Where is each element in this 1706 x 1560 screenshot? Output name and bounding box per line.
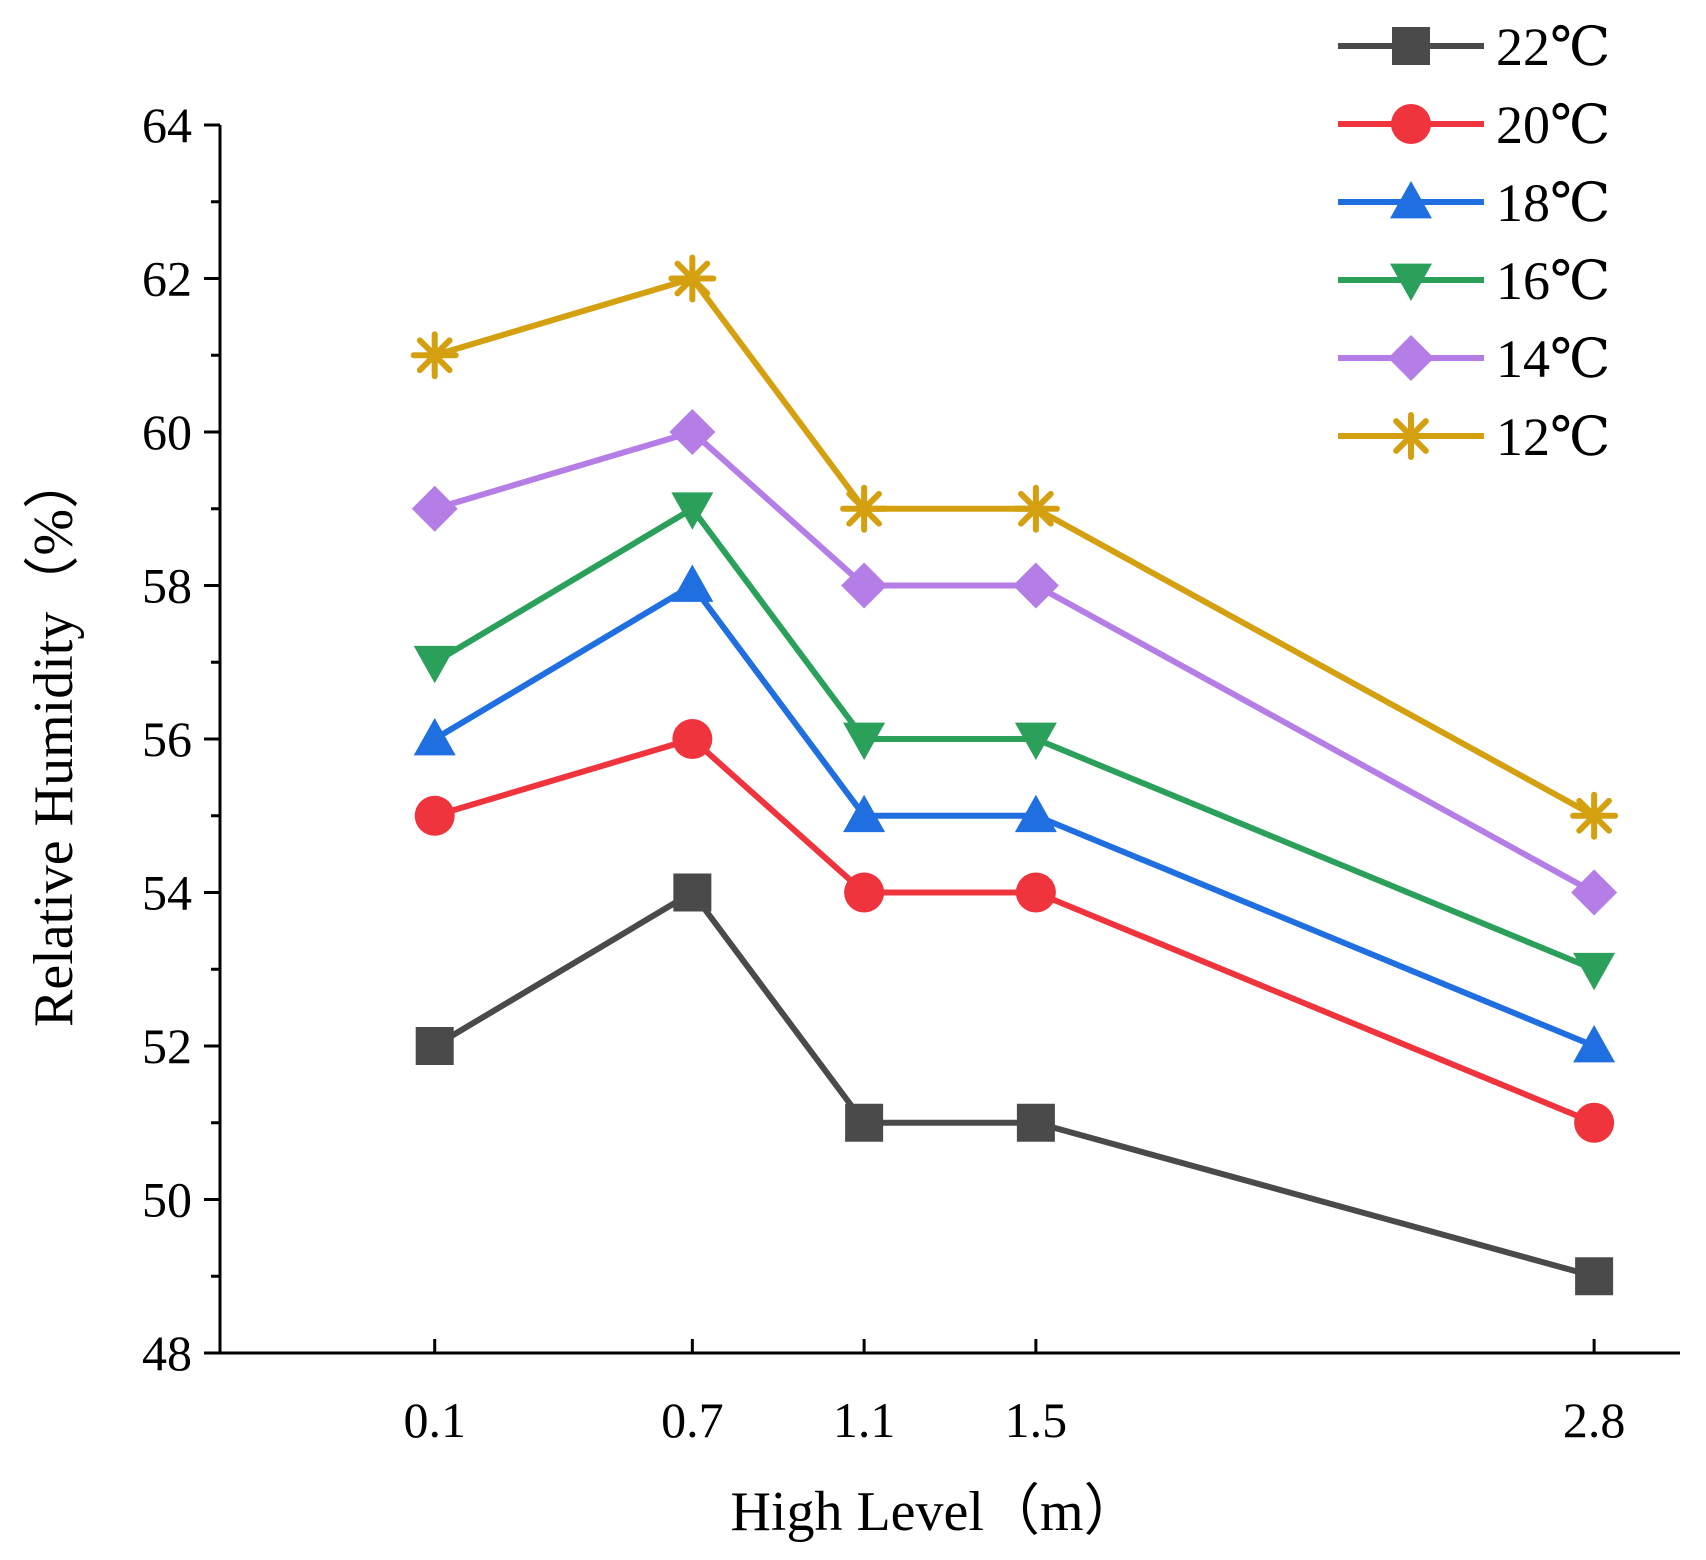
y-tick-label: 58 [142,558,192,614]
x-tick-label: 0.1 [403,1392,466,1448]
y-tick-label: 54 [142,865,192,921]
legend-label: 18℃ [1496,173,1610,233]
legend: 22℃ 20℃ 18℃ 16℃ 14℃ 12℃ [1338,17,1610,467]
data-point [843,794,886,833]
data-point [843,722,886,760]
x-tick-label: 1.1 [833,1392,896,1448]
y-ticks: 48 50 52 54 56 58 60 62 64 [142,97,220,1381]
data-point [1571,869,1618,916]
legend-item: 14℃ [1338,329,1610,389]
x-ticks: 0.1 0.7 1.1 1.5 2.8 [403,1339,1625,1448]
series-line [433,889,1595,1280]
x-tick-label: 1.5 [1005,1392,1068,1448]
data-point [669,409,716,455]
data-point [1016,1103,1055,1142]
data-point [841,562,888,609]
x-tick-label: 0.7 [661,1392,724,1448]
data-point [1570,791,1619,840]
data-point [413,645,456,684]
data-point [413,718,456,756]
x-tick-label: 2.8 [1563,1392,1626,1448]
series-4 [411,409,1618,916]
y-tick-label: 52 [142,1018,192,1074]
legend-label: 16℃ [1496,251,1610,311]
data-point [1015,872,1056,913]
legend-label: 22℃ [1496,17,1610,77]
data-point [672,719,713,759]
data-point [415,1027,454,1065]
legend-marker [1391,104,1431,144]
legend-label: 14℃ [1496,329,1610,389]
legend-item: 16℃ [1338,251,1610,311]
data-point [1573,1025,1616,1063]
x-axis-title: High Level（m） [730,1481,1139,1543]
data-point [840,484,889,533]
legend-item: 12℃ [1338,407,1610,467]
y-tick-label: 48 [142,1325,192,1381]
data-point [668,254,717,303]
data-point [1012,562,1059,609]
data-point [671,492,714,530]
data-point [414,795,455,836]
data-point [671,564,714,602]
data-point [1574,1102,1615,1143]
legend-marker [1387,412,1435,460]
series-1 [414,719,1615,1143]
legend-marker [1388,335,1434,381]
y-tick-label: 64 [142,97,192,153]
data-point [1575,1257,1614,1296]
series-0 [415,873,1614,1296]
data-point [1014,722,1057,760]
legend-marker [1392,27,1430,65]
series-line [433,505,1596,973]
legend-item: 18℃ [1338,173,1610,233]
series-line [433,582,1596,1049]
legend-label: 12℃ [1496,407,1610,467]
legend-item: 20℃ [1338,95,1610,155]
y-axis-title: Relative Humidity（%） [23,453,85,1027]
y-tick-label: 60 [142,404,192,460]
y-tick-label: 50 [142,1172,192,1228]
data-point [1014,794,1057,833]
legend-label: 20℃ [1496,95,1610,155]
series-line [433,429,1596,896]
series-2 [413,564,1616,1063]
data-point [1011,484,1060,533]
legend-marker [1390,181,1432,219]
data-point [410,331,459,380]
data-point [411,485,458,532]
y-tick-label: 62 [142,251,192,307]
legend-item: 22℃ [1338,17,1610,77]
series-layer [410,254,1619,1296]
data-point [845,1103,884,1142]
series-3 [413,492,1616,991]
series-5 [410,254,1619,840]
data-point [844,872,885,913]
data-point [673,873,712,912]
legend-marker [1390,263,1432,301]
data-point [1573,952,1616,991]
y-tick-label: 56 [142,711,192,767]
